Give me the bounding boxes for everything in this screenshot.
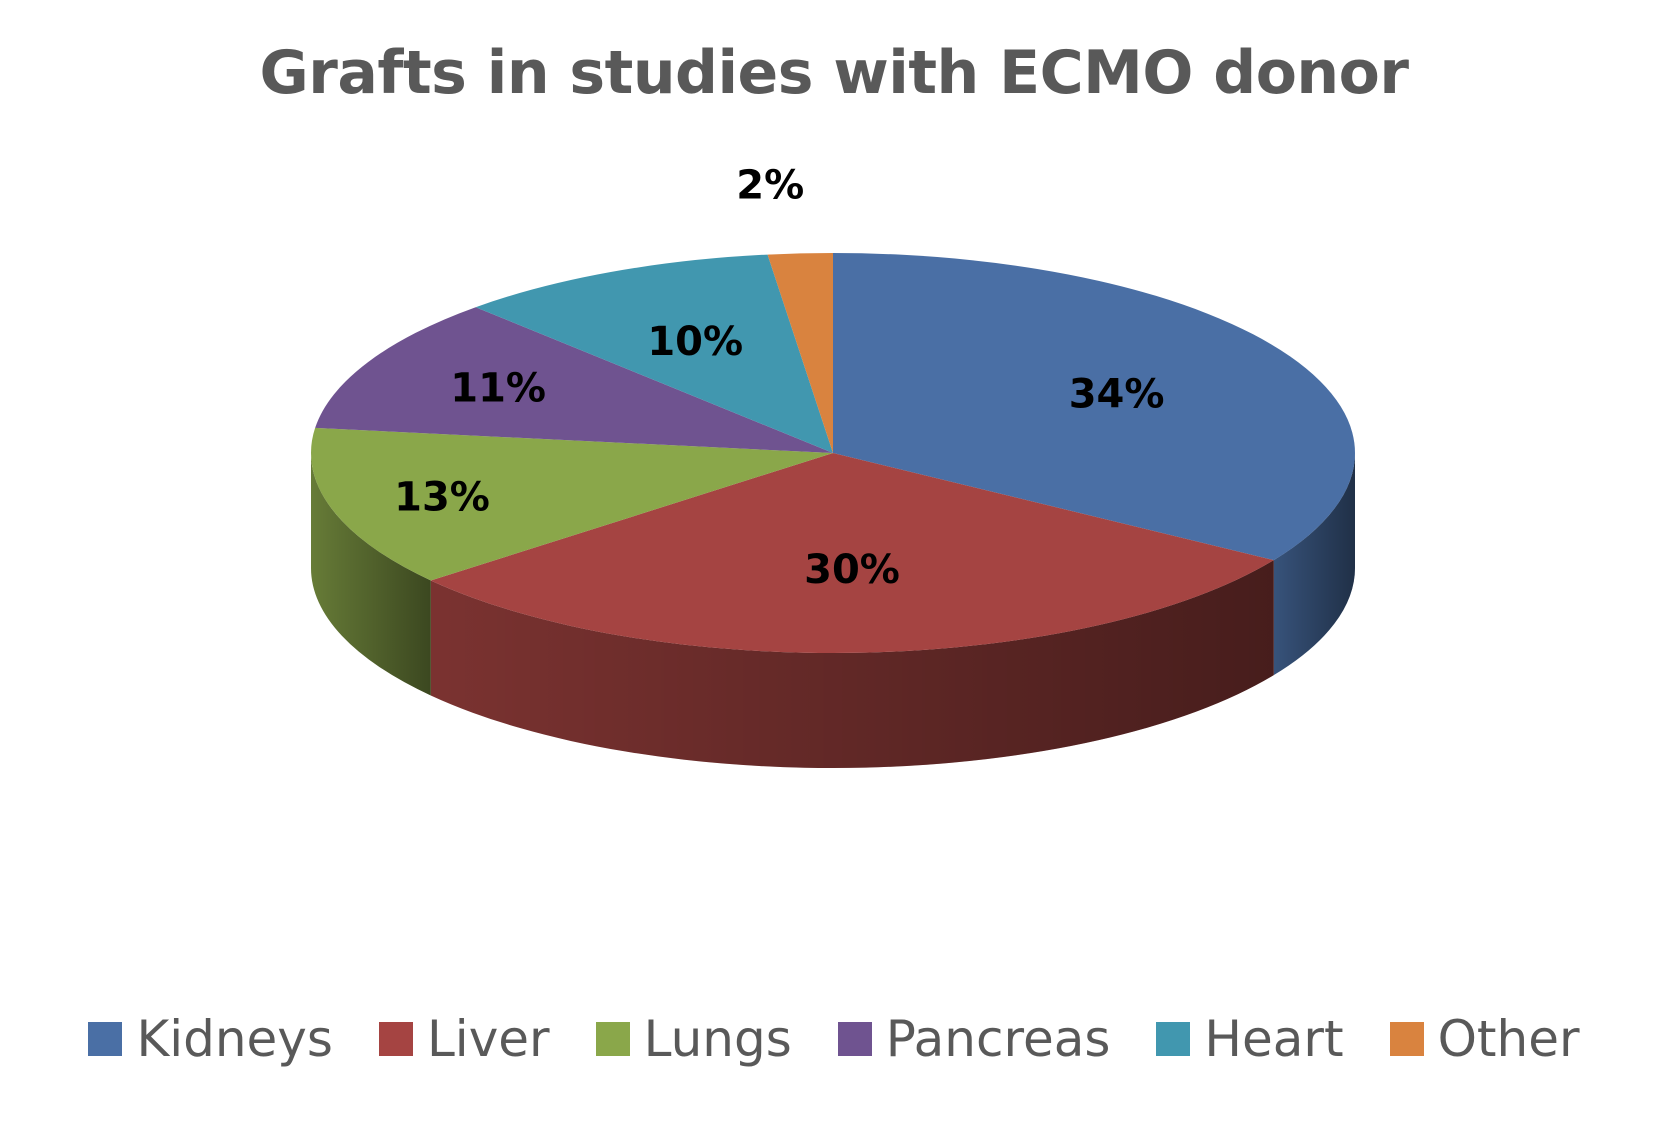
pie-data-labels: 34% 30% 13% 11% 10% 2% [394,162,1164,592]
data-label-lungs: 13% [394,475,490,521]
legend-item-kidneys: Kidneys [88,1010,333,1068]
pie-slice-other [767,253,833,453]
legend-item-pancreas: Pancreas [837,1010,1111,1068]
pie-slice-lungs [311,427,833,581]
legend-swatch-liver [378,1022,413,1056]
pie-sides [311,453,1355,768]
pie-slice-liver [430,453,1274,653]
pie-slice-pancreas [315,307,834,453]
data-label-other: 2% [736,162,804,208]
pie-slice-kidneys [833,253,1355,561]
pie-slices [311,253,1355,653]
data-label-kidneys: 34% [1069,371,1165,417]
legend-swatch-pancreas [837,1022,872,1056]
pie-side-shade-lungs [311,453,431,696]
legend-swatch-heart [1156,1022,1191,1056]
pie-slice-heart [475,254,833,453]
legend-label-kidneys: Kidneys [136,1010,333,1068]
legend-item-other: Other [1389,1010,1580,1068]
data-label-liver: 30% [804,547,900,593]
legend: Kidneys Liver Lungs Pancreas Heart Other [0,1010,1668,1068]
legend-label-other: Other [1437,1010,1580,1068]
legend-item-heart: Heart [1156,1010,1344,1068]
legend-item-lungs: Lungs [595,1010,792,1068]
legend-label-heart: Heart [1204,1010,1344,1068]
legend-label-lungs: Lungs [643,1010,792,1068]
legend-label-pancreas: Pancreas [885,1010,1111,1068]
chart-title: Grafts in studies with ECMO donor [259,38,1409,108]
data-label-pancreas: 11% [450,366,546,412]
legend-label-liver: Liver [426,1010,550,1068]
legend-swatch-lungs [595,1022,630,1056]
pie-side-shade-liver [430,560,1274,768]
pie-side-shade-kidneys [1273,453,1355,676]
legend-item-liver: Liver [378,1010,550,1068]
legend-swatch-other [1389,1022,1424,1056]
data-label-heart: 10% [647,319,743,365]
pie-chart: 34% 30% 13% 11% 10% 2% [311,162,1355,768]
legend-swatch-kidneys [88,1022,123,1056]
